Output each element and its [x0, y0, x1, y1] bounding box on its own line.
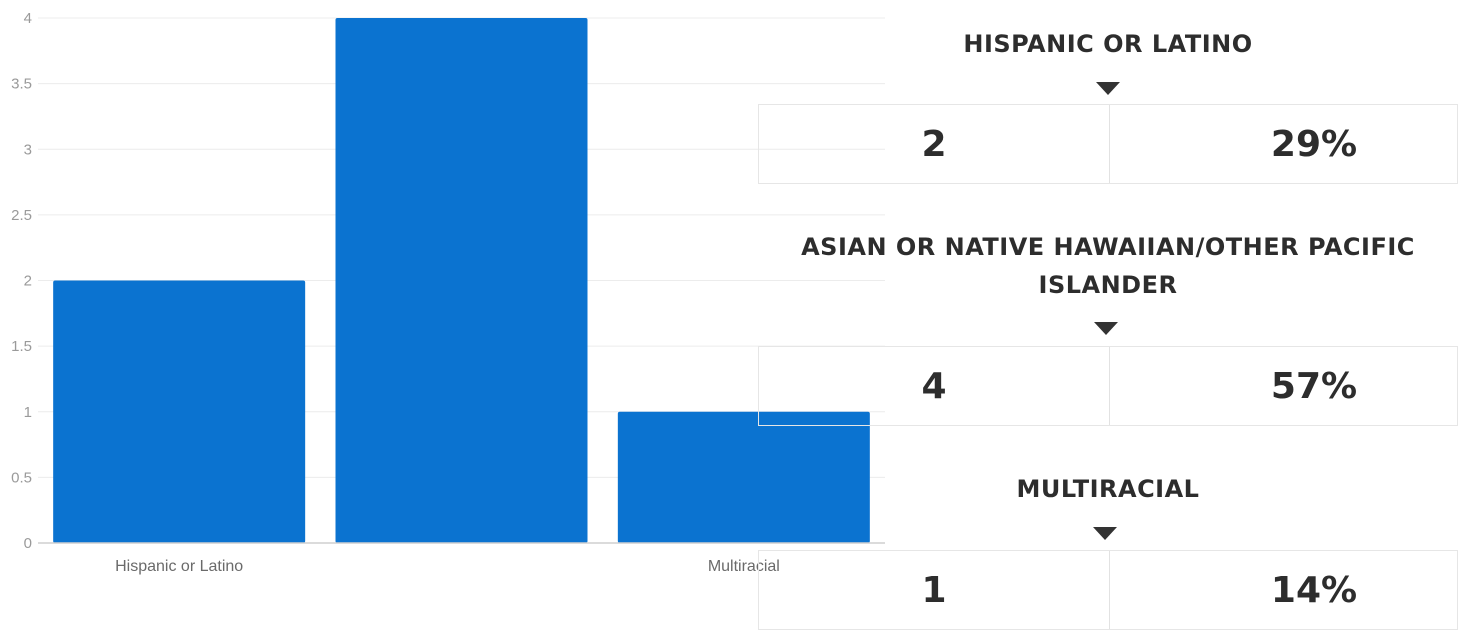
y-tick-label: 0.5 [11, 469, 32, 486]
stat-divider [1109, 347, 1110, 425]
y-tick-label: 3 [24, 141, 32, 158]
chevron-down-icon [1093, 527, 1117, 540]
y-tick-label: 3.5 [11, 76, 32, 93]
bar [335, 18, 588, 543]
y-tick-label: 2.5 [11, 207, 32, 224]
summary-stat-box: 4 57% [758, 346, 1458, 426]
y-tick-label: 1 [24, 404, 32, 421]
summary-percent: 29% [1270, 124, 1358, 165]
stat-divider [1109, 105, 1110, 183]
summary-count: 1 [921, 570, 947, 611]
summary-percent: 57% [1270, 366, 1358, 407]
summary-title: HISPANIC OR LATINO [963, 30, 1253, 58]
y-tick-label: 0 [24, 535, 32, 552]
x-tick-label: Hispanic or Latino [115, 558, 243, 575]
y-axis-ticks: 0 0.5 1 1.5 2 2.5 3 3.5 4 [11, 10, 32, 552]
summary-count: 2 [921, 124, 947, 165]
stat-divider [1109, 551, 1110, 629]
summary-count: 4 [921, 366, 947, 407]
chevron-down-icon [1094, 322, 1118, 335]
y-tick-label: 4 [24, 10, 32, 27]
x-tick-label: Multiracial [708, 558, 780, 575]
summary-stat-box: 2 29% [758, 104, 1458, 184]
x-axis-labels: Hispanic or Latino Multiracial [115, 558, 780, 575]
y-tick-label: 1.5 [11, 338, 32, 355]
chevron-down-icon [1096, 82, 1120, 95]
bar [617, 411, 870, 543]
summary-percent: 14% [1270, 570, 1358, 611]
summary-title: ASIAN OR NATIVE HAWAIIAN/OTHER PACIFIC I… [801, 233, 1415, 299]
chart-bars [53, 18, 870, 543]
summary-title: MULTIRACIAL [1016, 475, 1200, 503]
y-tick-label: 2 [24, 273, 32, 290]
bar [53, 280, 306, 543]
summary-stat-box: 1 14% [758, 550, 1458, 630]
